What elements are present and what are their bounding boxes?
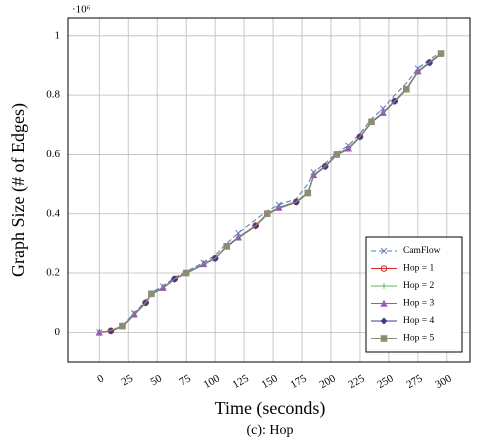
legend-label: CamFlow xyxy=(403,246,441,256)
x-tick-label: 75 xyxy=(177,372,193,388)
legend-marker xyxy=(380,299,388,307)
x-tick-label: 0 xyxy=(95,372,106,385)
legend-label: Hop = 2 xyxy=(403,281,434,291)
x-tick-label: 175 xyxy=(288,372,309,391)
legend-box xyxy=(365,236,463,353)
x-tick-label: 275 xyxy=(404,372,425,391)
legend-marker xyxy=(380,247,388,255)
y-tick-label: 0.8 xyxy=(46,89,60,101)
y-tick-label: 0.2 xyxy=(46,267,60,279)
x-tick-label: 300 xyxy=(433,372,454,391)
x-axis-label: Time (seconds) xyxy=(215,398,326,419)
x-tick-label: 125 xyxy=(231,372,252,391)
legend-marker xyxy=(380,265,388,272)
y-tick-label: 0.4 xyxy=(46,207,60,219)
legend-marker xyxy=(380,317,388,325)
marker xyxy=(223,243,231,250)
marker xyxy=(263,210,271,218)
legend-marker xyxy=(381,283,387,289)
legend-label: Hop = 4 xyxy=(403,316,434,326)
caption: (c): Hop xyxy=(246,423,293,438)
x-tick-label: 100 xyxy=(202,372,223,391)
x-tick-label: 25 xyxy=(119,372,135,388)
y-tick-label: 1 xyxy=(55,29,61,41)
marker xyxy=(119,322,126,330)
legend-label: Hop = 3 xyxy=(403,299,434,309)
legend-marker xyxy=(380,335,388,342)
legend-label: Hop = 5 xyxy=(403,334,434,344)
marker xyxy=(148,290,155,298)
marker xyxy=(304,189,312,197)
x-tick-label: 200 xyxy=(317,372,338,391)
x-tick-label: 150 xyxy=(260,372,281,391)
x-tick-label: 225 xyxy=(346,372,367,391)
x-tick-label: 50 xyxy=(148,372,164,388)
legend-label: Hop = 1 xyxy=(403,264,434,274)
marker xyxy=(402,85,410,93)
y-axis-label: Graph Size (# of Edges) xyxy=(8,103,29,277)
y-tick-label: 0 xyxy=(55,326,61,338)
marker xyxy=(182,269,190,277)
y-tick-label: 0.6 xyxy=(46,148,60,160)
x-tick-label: 250 xyxy=(375,372,396,391)
plot-frame xyxy=(67,17,471,363)
y-multiplier: ·10⁶ xyxy=(72,4,91,16)
marker xyxy=(368,118,375,126)
marker xyxy=(437,50,445,57)
marker xyxy=(333,151,341,158)
marker xyxy=(235,229,242,237)
